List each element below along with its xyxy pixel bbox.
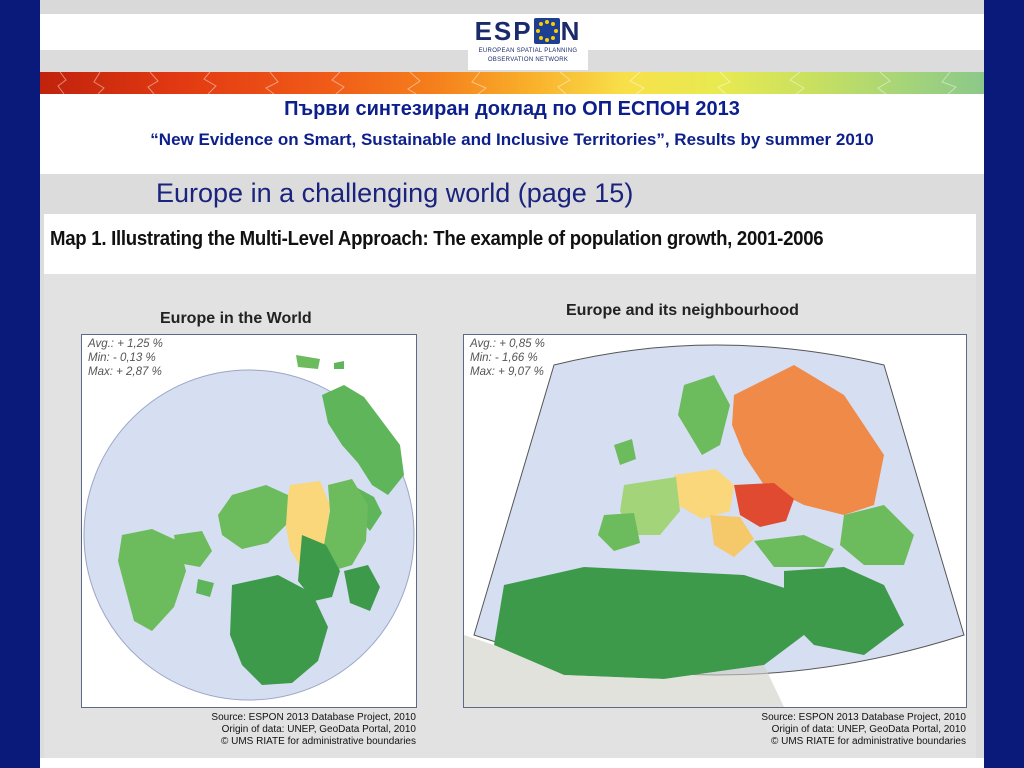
neighbourhood-map-panel: Avg.: + 0,85 % Min: - 1,66 % Max: + 9,07… (463, 334, 967, 708)
neighbourhood-source: Source: ESPON 2013 Database Project, 201… (756, 712, 966, 748)
region-outside (464, 635, 784, 707)
section-heading: Europe in a challenging world (page 15) (156, 178, 634, 208)
region-north-america (322, 385, 404, 495)
region-islands (196, 579, 214, 597)
neighbourhood-map-svg (464, 344, 965, 707)
world-stats: Avg.: + 1,25 % Min: - 0,13 % Max: + 2,87… (86, 337, 165, 379)
region-europe (218, 485, 288, 549)
region-turkey (754, 535, 834, 567)
world-map-panel: Avg.: + 1,25 % Min: - 0,13 % Max: + 2,87… (81, 334, 417, 708)
neighbourhood-map-label: Europe and its neighbourhood (566, 302, 799, 319)
neighbourhood-avg: Avg.: + 0,85 % (468, 337, 547, 351)
world-source-1: Source: ESPON 2013 Database Project, 201… (211, 712, 416, 723)
eu-stars-icon (533, 18, 560, 44)
region-india (344, 565, 380, 611)
world-max: Max: + 2,87 % (86, 365, 164, 379)
region-greenland (296, 355, 320, 369)
slide: ESP N EUROPEAN SPATIAL PLANNING OBSERVAT… (40, 0, 984, 768)
top-band (40, 0, 984, 14)
world-min: Min: - 0,13 % (86, 351, 158, 365)
region-central-europe (674, 469, 734, 519)
world-source-2: Origin of data: UNEP, GeoData Portal, 20… (221, 724, 416, 735)
region-russia (732, 365, 884, 515)
region-africa (230, 575, 328, 685)
neighbourhood-source-3: © UMS RIATE for administrative boundarie… (770, 736, 966, 747)
world-source-3: © UMS RIATE for administrative boundarie… (220, 736, 416, 747)
neighbourhood-source-2: Origin of data: UNEP, GeoData Portal, 20… (771, 724, 966, 735)
logo-text-right: N (560, 16, 582, 46)
neighbourhood-stats: Avg.: + 0,85 % Min: - 1,66 % Max: + 9,07… (468, 337, 547, 379)
world-map-label: Europe in the World (160, 310, 312, 327)
neighbourhood-min: Min: - 1,66 % (468, 351, 540, 365)
decorative-map-strip (40, 72, 984, 94)
region-ukraine (734, 483, 794, 527)
world-source: Source: ESPON 2013 Database Project, 201… (206, 712, 416, 748)
region-iberia (174, 531, 212, 567)
report-subtitle-en: “New Evidence on Smart, Sustainable and … (150, 130, 874, 149)
region-iberia (598, 513, 640, 551)
region-central-asia (324, 479, 368, 571)
logo-text-left: ESP (474, 16, 533, 46)
logo-subtitle-2: OBSERVATION NETWORK (487, 57, 569, 63)
neighbourhood-source-1: Source: ESPON 2013 Database Project, 201… (761, 712, 966, 723)
logo-subtitle-1: EUROPEAN SPATIAL PLANNING (478, 48, 578, 54)
neighbourhood-max: Max: + 9,07 % (468, 365, 546, 379)
region-middle-east (298, 535, 340, 601)
report-title-bg: Първи синтезиран доклад по ОП ЕСПОН 2013 (284, 98, 740, 120)
map-title-bar: Map 1. Illustrating the Multi-Level Appr… (44, 214, 976, 274)
world-map-svg (83, 355, 415, 701)
espon-logo: ESP N EUROPEAN SPATIAL PLANNING OBSERVAT… (468, 16, 588, 70)
world-avg: Avg.: + 1,25 % (86, 337, 165, 351)
region-south-america (118, 529, 186, 631)
region-arctic-island (334, 361, 344, 369)
region-scandinavia (678, 375, 730, 455)
bottom-margin (40, 758, 984, 768)
region-central-asia (840, 505, 914, 565)
map-title: Map 1. Illustrating the Multi-Level Appr… (50, 228, 824, 250)
region-uk (614, 439, 636, 465)
region-north-africa (494, 567, 804, 679)
strip-texture (57, 72, 957, 94)
region-middle-east (784, 567, 904, 655)
region-balkans (710, 515, 754, 557)
